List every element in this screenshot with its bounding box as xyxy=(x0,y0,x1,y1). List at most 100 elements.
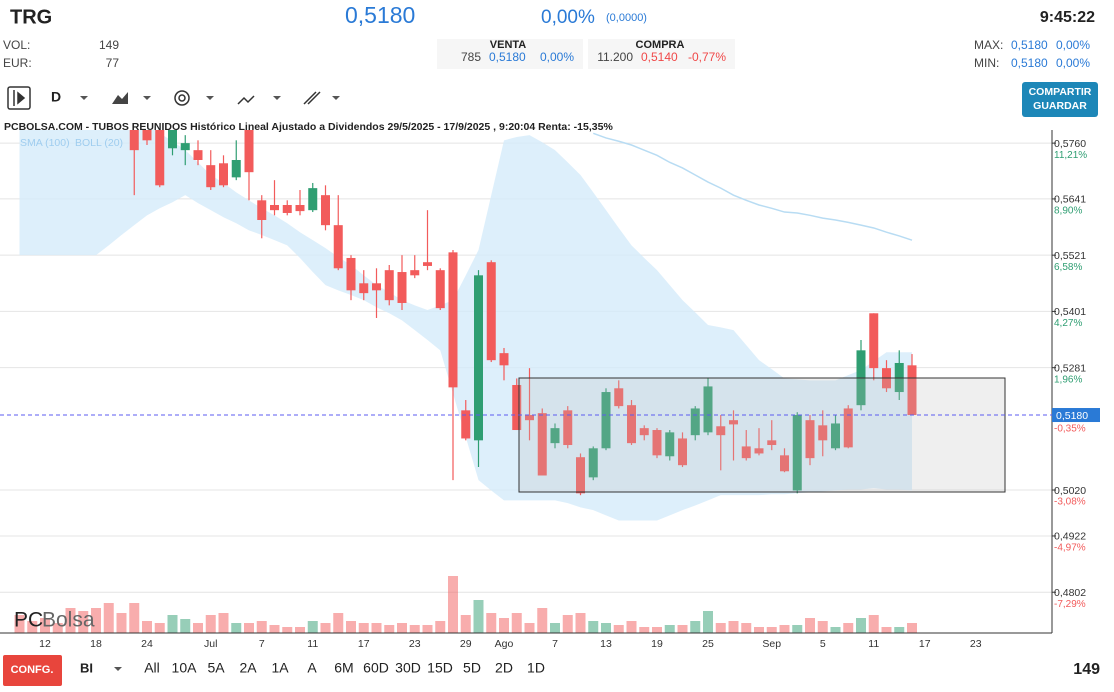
candle-body xyxy=(129,130,139,151)
candle-body xyxy=(155,130,165,186)
settings-button[interactable] xyxy=(174,90,190,106)
y-tick-label: 0,5760 xyxy=(1054,138,1086,150)
candle-body xyxy=(359,283,369,294)
volume-bar xyxy=(575,613,586,633)
y-tick-label: 0,5521 xyxy=(1054,250,1086,262)
volume-bar xyxy=(664,625,675,633)
volume-bar xyxy=(626,621,637,633)
y-tick-pct: 8,90% xyxy=(1054,206,1082,217)
candle-body xyxy=(410,270,420,276)
mode[interactable]: BI xyxy=(80,660,93,675)
volume-bar xyxy=(715,623,726,633)
candle-body xyxy=(627,405,636,444)
candle-body xyxy=(257,200,267,221)
volume-bar xyxy=(231,623,242,633)
volume-bar xyxy=(320,623,331,633)
range-button[interactable]: 1A xyxy=(271,660,289,676)
draw-button[interactable] xyxy=(303,91,321,105)
volume-bar xyxy=(805,618,815,633)
range-button[interactable]: 30D xyxy=(395,660,421,676)
range-button[interactable]: All xyxy=(144,660,160,676)
volume-bar xyxy=(473,600,484,633)
x-tick-label: 19 xyxy=(651,638,663,650)
volume-bar xyxy=(384,625,395,633)
candle-body xyxy=(869,313,879,369)
range-button[interactable]: 15D xyxy=(427,660,453,676)
candle-body xyxy=(423,262,432,266)
volume-bar xyxy=(307,621,318,633)
candle-body xyxy=(461,410,471,439)
volume-bar xyxy=(601,623,611,633)
y-tick-pct: -3,08% xyxy=(1054,497,1086,508)
chart-type-button[interactable] xyxy=(112,92,128,104)
candle-body xyxy=(333,225,343,269)
candle-body xyxy=(601,392,611,449)
y-tick-pct: -7,29% xyxy=(1054,599,1086,610)
candle-body xyxy=(767,440,777,446)
volume-bar xyxy=(881,627,892,633)
volume-bar xyxy=(78,611,89,633)
x-tick-label: 13 xyxy=(600,638,612,650)
watermark: Bolsa xyxy=(42,609,95,632)
volume-bar xyxy=(409,625,420,633)
candle-body xyxy=(678,438,687,466)
x-tick-label: 23 xyxy=(970,638,982,650)
volume-bar xyxy=(766,627,777,633)
x-tick-label: 11 xyxy=(307,638,318,650)
range-button[interactable]: 60D xyxy=(363,660,389,676)
price-tag-label: 0,5180 xyxy=(1056,410,1088,422)
range-button[interactable]: 6M xyxy=(334,660,353,676)
volume-bar xyxy=(690,621,701,633)
y-tick-label: 0,4922 xyxy=(1054,531,1086,543)
y-tick-label: 0,4802 xyxy=(1054,587,1086,599)
volume-bar xyxy=(27,621,38,633)
panel-button[interactable] xyxy=(7,86,31,110)
volume-bar xyxy=(741,623,752,633)
candle-body xyxy=(831,423,840,449)
share-label: COMPARTIR xyxy=(1029,86,1092,98)
compra-box xyxy=(588,39,735,69)
candle-body xyxy=(843,408,853,448)
candle-body xyxy=(729,420,738,425)
volume-bar xyxy=(14,615,25,633)
change: 0,00% xyxy=(541,7,595,28)
volume-bar xyxy=(460,615,471,633)
range-button[interactable]: 1D xyxy=(527,660,545,676)
config-button[interactable] xyxy=(3,655,62,686)
y-tick-pct: 6,58% xyxy=(1054,262,1082,273)
range-button[interactable]: 2A xyxy=(239,660,257,676)
range-box xyxy=(518,377,1006,493)
candle-body xyxy=(142,130,152,141)
volume-bar xyxy=(244,623,254,633)
x-tick-label: 7 xyxy=(259,638,265,650)
volume-bar xyxy=(639,627,650,633)
vol-label: VOL: xyxy=(3,38,30,52)
venta-pct: 0,00% xyxy=(540,50,574,64)
candle-body xyxy=(754,448,764,454)
volume-bar xyxy=(65,608,76,633)
range-button[interactable]: A xyxy=(307,660,317,676)
price-tag xyxy=(1052,408,1100,423)
candle-body xyxy=(716,426,726,436)
volume-bar xyxy=(652,627,662,633)
y-tick-pct: 4,27% xyxy=(1054,318,1082,329)
volume-bar xyxy=(499,618,509,633)
x-tick-label: 11 xyxy=(868,638,879,650)
share-button[interactable] xyxy=(1022,82,1098,117)
bollinger-band xyxy=(19,130,912,521)
ticker: TRG xyxy=(10,6,52,28)
indicators-button[interactable] xyxy=(237,95,255,105)
period[interactable]: D xyxy=(51,89,61,105)
x-tick-label: 17 xyxy=(919,638,931,650)
range-button[interactable]: 5A xyxy=(207,660,225,676)
range-button[interactable]: 2D xyxy=(495,660,513,676)
y-tick-pct: -4,97% xyxy=(1054,543,1086,554)
range-button[interactable]: 10A xyxy=(172,660,198,676)
candle-body xyxy=(474,275,483,441)
volume-bar xyxy=(550,623,560,633)
range-button[interactable]: 5D xyxy=(463,660,481,676)
candle-body xyxy=(244,130,254,173)
candle-body xyxy=(486,262,496,361)
candle-body xyxy=(384,270,394,301)
min: 0,5180 xyxy=(1011,56,1048,70)
